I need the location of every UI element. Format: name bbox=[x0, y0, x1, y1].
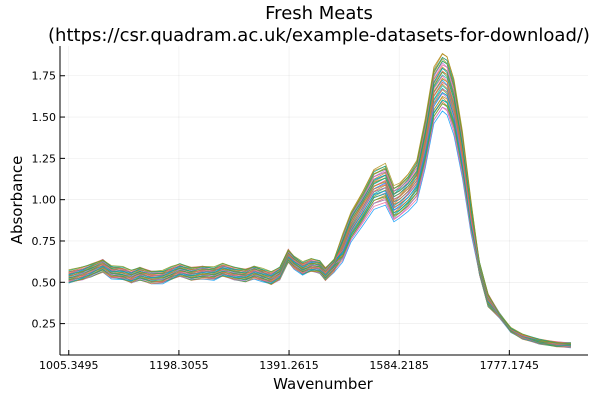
x-axis-label: Wavenumber bbox=[273, 375, 374, 393]
chart-subtitle: (https://csr.quadram.ac.uk/example-datas… bbox=[48, 25, 590, 46]
spectrum-line bbox=[68, 70, 571, 346]
spectrum-line bbox=[68, 79, 571, 346]
y-tick-label: 0.50 bbox=[32, 276, 57, 289]
spectrum-line bbox=[68, 88, 571, 344]
spectrum-line bbox=[68, 74, 571, 346]
spectrum-line bbox=[68, 81, 571, 346]
x-tick-label: 1198.3055 bbox=[149, 359, 209, 372]
spectrum-line bbox=[68, 71, 571, 345]
y-axis-label: Absorbance bbox=[8, 156, 26, 245]
y-tick-label: 1.50 bbox=[32, 111, 57, 124]
chart-title: Fresh Meats bbox=[265, 3, 373, 24]
y-tick-label: 0.25 bbox=[32, 318, 57, 331]
spectrum-line bbox=[68, 56, 571, 344]
spectrum-line bbox=[68, 64, 571, 345]
y-tick-label: 0.75 bbox=[32, 235, 57, 248]
axes bbox=[59, 46, 588, 356]
spectrum-line bbox=[68, 58, 571, 344]
spectrum-line bbox=[68, 52, 571, 344]
spectrum-line bbox=[68, 67, 571, 346]
spectrum-line bbox=[68, 60, 571, 345]
series-lines bbox=[68, 52, 571, 349]
spectrum-line bbox=[68, 78, 571, 346]
grid-lines bbox=[60, 46, 588, 355]
spectrum-line bbox=[68, 71, 571, 347]
x-tick-label: 1005.3495 bbox=[39, 359, 99, 372]
x-tick-label: 1777.1745 bbox=[480, 359, 540, 372]
spectrum-line bbox=[68, 62, 571, 345]
spectrum-line bbox=[68, 66, 571, 345]
spectrum-line bbox=[68, 75, 571, 346]
y-tick-label: 1.25 bbox=[32, 152, 57, 165]
y-tick-label: 1.75 bbox=[32, 70, 57, 83]
spectrum-line bbox=[68, 67, 571, 345]
spectrum-line bbox=[68, 60, 571, 348]
spectrum-line bbox=[68, 77, 571, 345]
spectrum-line bbox=[68, 56, 571, 347]
x-tick-label: 1391.2615 bbox=[259, 359, 319, 372]
x-axis-ticks: 1005.3495 1198.3055 1391.2615 1584.2185 1777… bbox=[39, 350, 539, 372]
x-tick-label: 1584.2185 bbox=[369, 359, 429, 372]
y-axis-ticks: 0.25 0.50 0.75 1.00 1.25 1.50 1.75 bbox=[32, 70, 65, 331]
y-tick-label: 1.00 bbox=[32, 194, 57, 207]
